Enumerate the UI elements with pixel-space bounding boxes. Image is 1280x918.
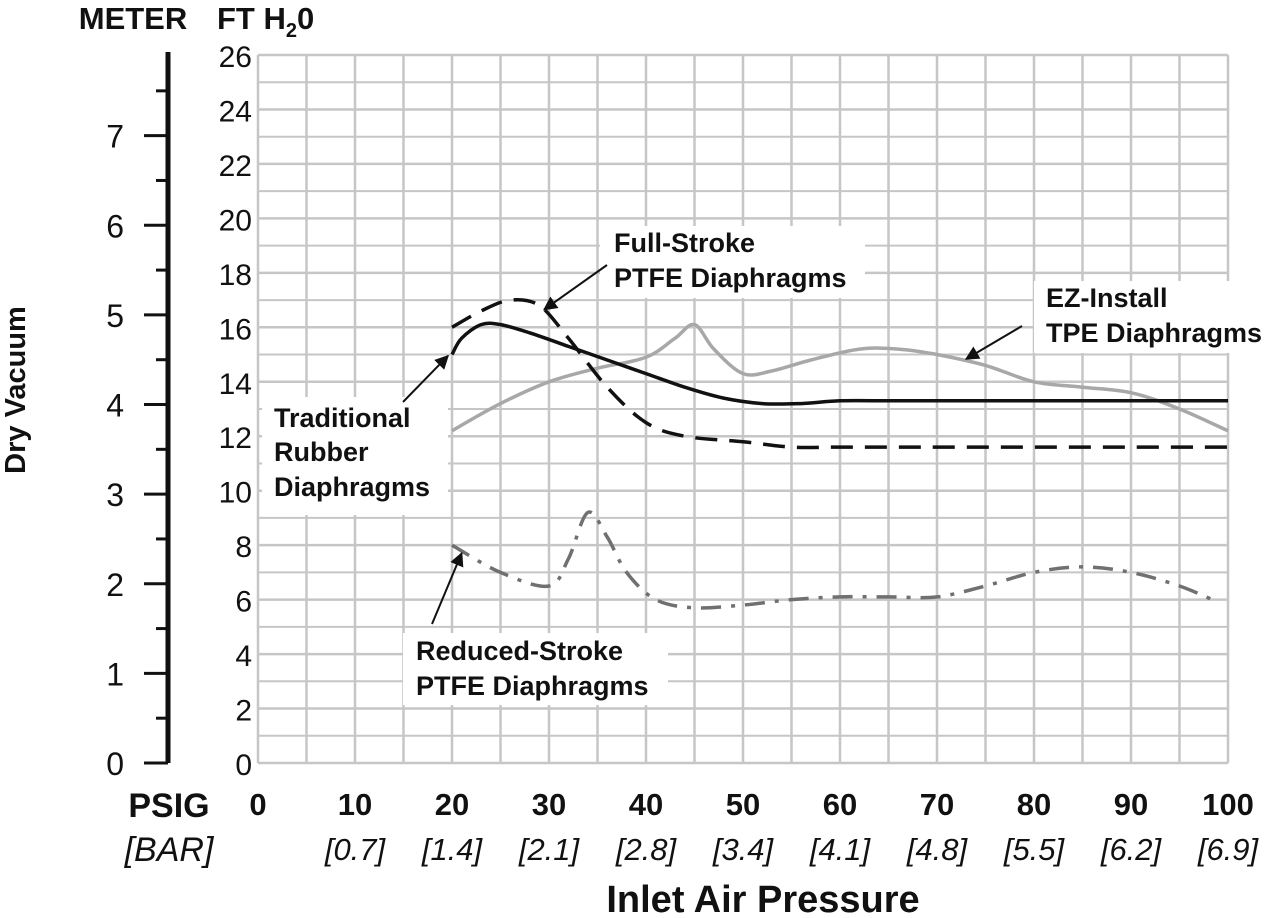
meter-tick-label: 5 [106, 298, 124, 334]
meter-tick-label: 6 [106, 208, 124, 244]
y-tick-label: 0 [235, 749, 252, 782]
x-tick-label: 30 [532, 787, 566, 822]
tick-label-bg [226, 202, 256, 233]
y-axis-title: Dry Vacuum [0, 306, 32, 474]
series-label-arrow [402, 354, 449, 403]
tick-label-bg [226, 256, 256, 287]
y-tick-label: 4 [235, 640, 252, 673]
y-tick-label: 8 [235, 531, 252, 564]
x-alt-tick-label: [4.8] [906, 832, 969, 867]
y-tick-label: 2 [235, 695, 252, 728]
series-label-text: TPE Diaphragms [1046, 318, 1262, 348]
x-alt-tick-label: [2.1] [518, 832, 581, 867]
series-label-text: PTFE Diaphragms [614, 263, 847, 293]
x-alt-tick-label: [3.4] [712, 832, 775, 867]
series-label-text: Diaphragms [274, 472, 430, 502]
tick-label-bg [226, 420, 256, 451]
x-alt-tick-label: [5.5] [1003, 832, 1066, 867]
tick-label-bg [226, 147, 256, 178]
x-alt-tick-label: [6.9] [1197, 832, 1260, 867]
x-tick-label: 100 [1202, 787, 1254, 822]
tick-label-bg [226, 474, 256, 505]
series-label-bg [262, 397, 448, 515]
series-label-arrow [964, 325, 1023, 360]
tick-label-bg [226, 638, 256, 669]
series-label-bg [600, 226, 865, 298]
series-label-text: EZ-Install [1046, 283, 1168, 313]
tick-label-bg [226, 529, 256, 560]
x-tick-label: 0 [249, 787, 266, 822]
series-label-arrow [431, 551, 464, 625]
x-tick-label: 80 [1017, 787, 1051, 822]
meter-tick-label: 1 [106, 656, 124, 692]
x-alt-tick-label: [1.4] [421, 832, 484, 867]
series-label-arrow [543, 264, 608, 311]
x-tick-label: 20 [435, 787, 469, 822]
y-tick-label: 10 [219, 477, 252, 510]
x-alt-tick-label: [6.2] [1100, 832, 1163, 867]
y-tick-label: 22 [219, 150, 252, 183]
meter-tick-label: 2 [106, 567, 124, 603]
x-tick-label: 10 [338, 787, 372, 822]
x-axis-title: Inlet Air Pressure [606, 879, 919, 918]
meter-tick-label: 7 [106, 119, 124, 155]
tick-label-bg [226, 365, 256, 396]
series-line-2 [451, 322, 1229, 433]
meter-tick-label: 4 [106, 388, 124, 424]
tick-label-bg [226, 692, 256, 723]
tick-label-bg [226, 93, 256, 124]
x-unit-label: PSIG [128, 787, 209, 825]
x-tick-label: 90 [1114, 787, 1148, 822]
y-tick-label: 20 [219, 204, 252, 237]
meter-unit-label: METER [79, 1, 188, 36]
series-label-text: Traditional [274, 403, 411, 433]
series-line-1 [451, 297, 1228, 450]
tick-label-bg [226, 583, 256, 614]
series-label-bg [1034, 281, 1274, 353]
y-tick-label: 18 [219, 259, 252, 292]
series-label-bg [403, 633, 668, 705]
series-label-text: Rubber [274, 437, 369, 467]
x-tick-label: 40 [629, 787, 663, 822]
y-tick-label: 26 [219, 41, 252, 74]
series-line-0 [450, 321, 1228, 406]
series-label-text: Full-Stroke [614, 228, 755, 258]
y-tick-label: 6 [235, 586, 252, 619]
tick-label-bg [226, 39, 256, 69]
ft-h2o-unit-label: FT H20 [217, 1, 314, 42]
meter-tick-label: 3 [106, 477, 124, 513]
y-tick-label: 12 [219, 422, 252, 455]
series-layer [450, 297, 1229, 610]
series-labels: Traditional Rubber Diaphragms Full-Stroke PT… [262, 226, 1274, 705]
x-alt-tick-label: [0.7] [324, 832, 387, 867]
series-line-3 [451, 510, 1219, 610]
y-tick-label: 24 [219, 95, 252, 128]
x-tick-label: 50 [726, 787, 760, 822]
tick-label-bg [226, 311, 256, 342]
tick-label-bg [226, 747, 256, 777]
series-label-text: PTFE Diaphragms [416, 671, 649, 701]
y-tick-label: 16 [219, 313, 252, 346]
x-alt-tick-label: [2.8] [615, 832, 678, 867]
x-alt-unit-label: [BAR] [124, 831, 215, 869]
x-alt-tick-label: [4.1] [809, 832, 872, 867]
x-tick-label: 70 [920, 787, 954, 822]
y-tick-label: 14 [219, 368, 252, 401]
x-tick-label: 60 [823, 787, 857, 822]
meter-tick-label: 0 [106, 746, 124, 782]
series-label-text: Reduced-Stroke [416, 636, 623, 666]
